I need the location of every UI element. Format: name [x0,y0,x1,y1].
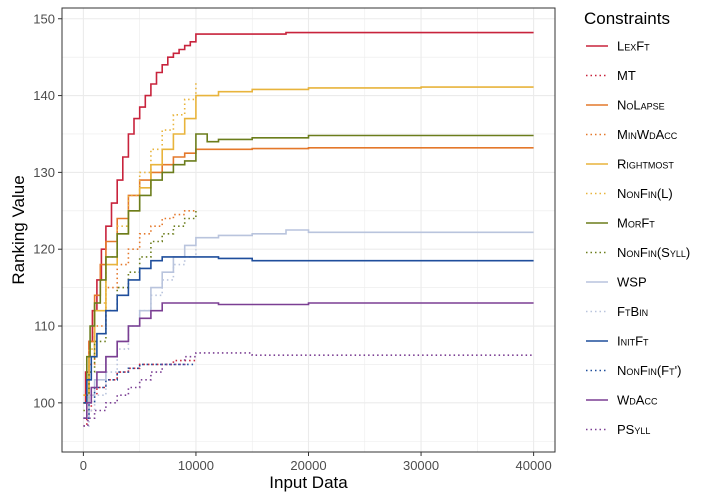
legend-label-10: FtBin [617,304,648,319]
x-tick-label: 40000 [516,458,552,473]
legend-label-13: WdAcc [617,393,658,408]
series-line-5 [83,86,534,404]
legend-label-14: PSyll [617,422,650,437]
series-line-11 [83,256,534,404]
series-line-13 [83,302,534,419]
legend-label-2: MT [617,68,636,83]
series-line-14 [83,352,534,427]
y-tick-label: 100 [33,395,55,410]
series-line-10 [83,249,197,427]
x-tick-label: 0 [80,458,87,473]
legend-label-4: MinWdAcc [617,127,678,142]
x-tick-label: 10000 [178,458,214,473]
series-layer [83,31,534,427]
series-line-6 [83,80,197,396]
legend-label-3: NoLapse [617,98,665,113]
legend-label-6: NonFin(L) [617,186,673,201]
x-tick-label: 30000 [403,458,439,473]
legend: Constraints LexFt MT NoLapse MinWdAcc Rightm… [584,9,690,437]
x-axis-title: Input Data [269,473,348,492]
legend-label-12: NonFin(Ft') [617,363,681,378]
legend-label-1: LexFt [617,39,650,54]
legend-label-8: NonFin(Syll) [617,245,690,260]
grid-layer [62,8,555,452]
axis-layer: 0 10000 20000 30000 40000 100 110 120 130 140 150 [33,11,551,473]
y-tick-label: 150 [33,11,55,26]
series-line-7 [83,133,534,404]
y-axis-title: Ranking Value [9,175,28,284]
x-tick-label: 20000 [290,458,326,473]
y-tick-label: 140 [33,88,55,103]
legend-label-11: InitFt [617,334,649,349]
y-tick-label: 110 [34,319,55,334]
legend-title: Constraints [584,9,670,28]
legend-label-9: WSP [617,275,647,290]
legend-label-5: Rightmost [617,157,674,172]
legend-label-7: MorFt [617,216,655,231]
y-tick-label: 130 [33,165,55,180]
y-tick-label: 120 [33,242,55,257]
series-line-1 [83,31,534,404]
